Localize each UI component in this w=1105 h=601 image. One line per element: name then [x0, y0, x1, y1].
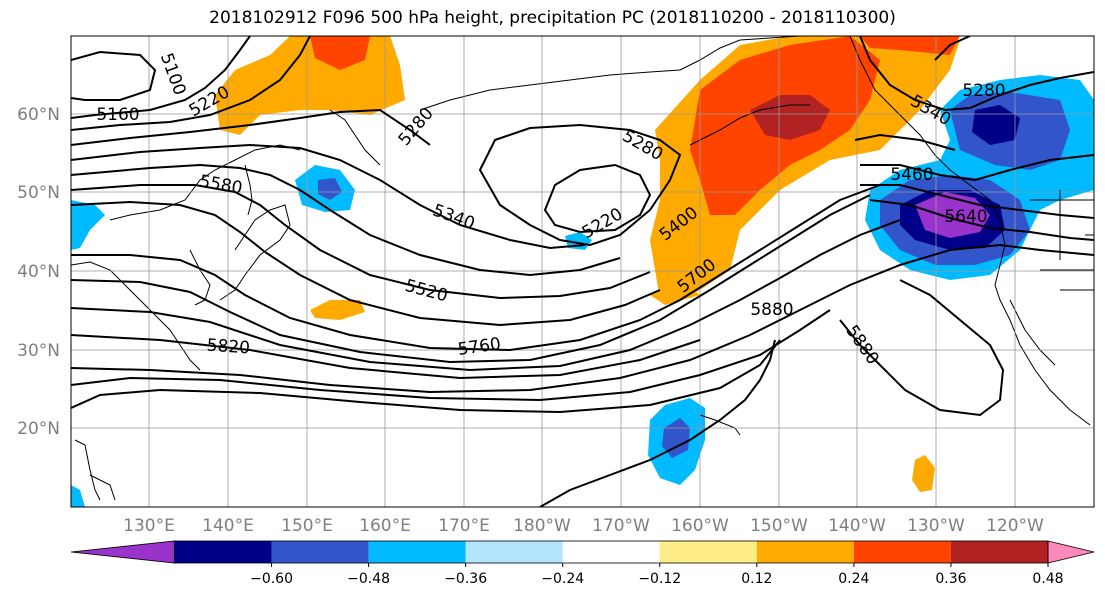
colorbar-tick-label: 0.24	[838, 571, 869, 587]
chart-title: 2018102912 F096 500 hPa height, precipit…	[209, 8, 896, 28]
contour-label: 5880	[750, 300, 793, 320]
positive-anomaly-okhotsk-core	[310, 36, 370, 70]
colorbar: −0.60 −0.48 −0.36 −0.24 −0.12 0.12 0.24 0.36 0.4…	[70, 540, 1095, 587]
colorbar-segment	[70, 540, 175, 564]
negative-anomaly-west-edge	[71, 200, 105, 250]
colorbar-segment	[368, 541, 466, 563]
contour-label: 5820	[206, 336, 251, 359]
positive-anomaly-small	[310, 300, 365, 320]
lat-label: 30°N	[17, 341, 60, 361]
colorbar-segment	[174, 541, 272, 563]
lat-label: 60°N	[17, 105, 60, 125]
positive-anomaly-south	[912, 455, 935, 492]
lon-label: 120°W	[986, 516, 1044, 536]
lon-label: 170°E	[438, 516, 490, 536]
colorbar-tick-label: 0.48	[1032, 571, 1063, 587]
colorbar-segment	[853, 541, 951, 563]
latitude-labels: 60°N 50°N 40°N 30°N 20°N	[17, 105, 60, 439]
colorbar-segment	[659, 541, 757, 563]
colorbar-border	[174, 540, 1049, 564]
colorbar-tick-label: −0.60	[250, 571, 293, 587]
coastlines	[71, 36, 1094, 501]
lon-label: 180°W	[513, 516, 571, 536]
colorbar-segment	[465, 541, 563, 563]
contour-label: 5460	[890, 165, 933, 185]
colorbar-tick-label: 0.36	[935, 571, 966, 587]
lon-label: 130°E	[123, 516, 175, 536]
lon-label: 150°W	[750, 516, 808, 536]
colorbar-segment	[950, 541, 1048, 563]
negative-anomaly-sw-corner	[71, 485, 85, 507]
colorbar-tick-label: −0.48	[347, 571, 390, 587]
colorbar-tick-label: −0.12	[638, 571, 681, 587]
positive-anomaly-sw-tail	[650, 280, 700, 305]
lon-label: 150°E	[281, 516, 333, 536]
colorbar-segment	[1047, 540, 1095, 564]
colorbar-tick-label: 0.12	[741, 571, 772, 587]
positive-anomaly-east	[860, 36, 960, 55]
lat-label: 20°N	[17, 419, 60, 439]
lon-label: 140°E	[202, 516, 254, 536]
contour-label: 5280	[962, 81, 1005, 101]
longitude-labels: 130°E 140°E 150°E 160°E 170°E 180°W 170°…	[123, 516, 1044, 536]
lat-label: 40°N	[17, 262, 60, 282]
negative-anomaly-north-dark	[972, 105, 1020, 145]
contour-label: 5160	[96, 105, 139, 125]
colorbar-segment	[756, 541, 854, 563]
colorbar-tick-label: −0.24	[541, 571, 584, 587]
lon-label: 160°W	[671, 516, 729, 536]
map-border	[70, 35, 1095, 508]
height-contours	[71, 36, 1094, 507]
lat-label: 50°N	[17, 183, 60, 203]
positive-anomaly-max	[750, 95, 830, 140]
lon-label: 160°E	[359, 516, 411, 536]
lon-label: 140°W	[828, 516, 886, 536]
colorbar-segment	[562, 541, 660, 563]
negative-anomaly-kuril-core	[318, 178, 342, 200]
contour-label: 5640	[944, 207, 987, 227]
lon-label: 130°W	[907, 516, 965, 536]
lon-label: 170°W	[592, 516, 650, 536]
colorbar-segment	[271, 541, 369, 563]
colorbar-tick-label: −0.36	[444, 571, 487, 587]
